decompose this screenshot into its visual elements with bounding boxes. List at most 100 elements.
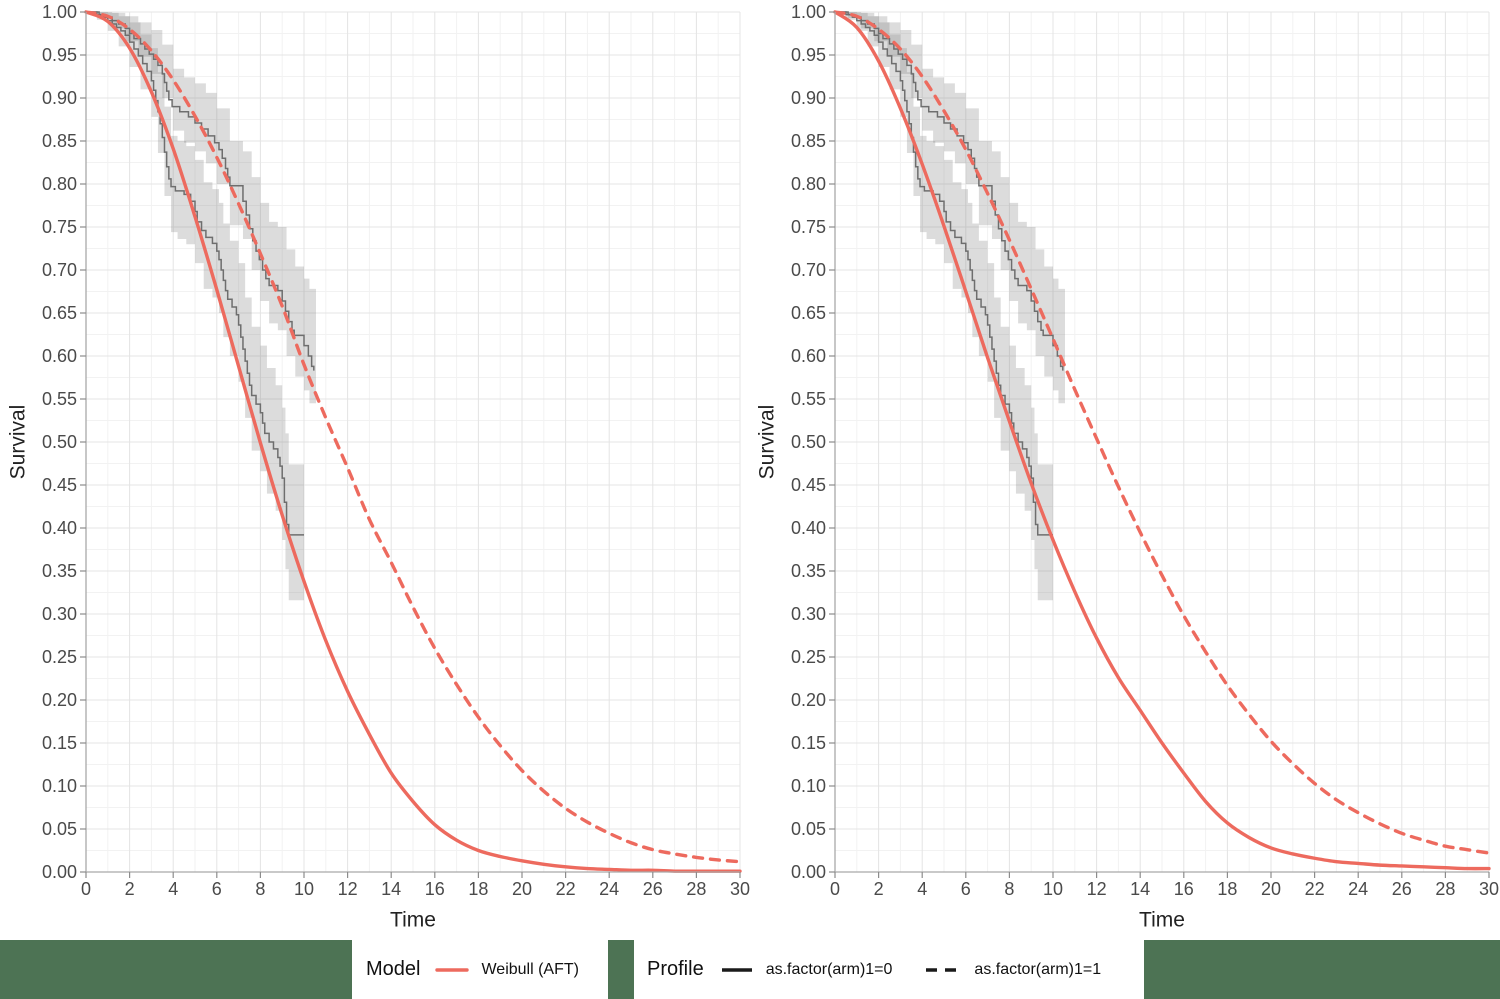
y-tick-label: 0.35 <box>791 561 826 581</box>
km-curve-arm1 <box>86 11 315 371</box>
y-tick-label: 0.10 <box>42 776 77 796</box>
y-tick-label: 0.90 <box>42 88 77 108</box>
y-tick-label: 1.00 <box>791 2 826 22</box>
model-curve-solid <box>84 10 742 873</box>
survival-plot-svg: 0 2 4 6 8 10 12 14 16 18 20 22 24 26 28 300.000.050.100… <box>7 2 1500 932</box>
y-tick-label: 0.85 <box>42 131 77 151</box>
x-tick-label: 26 <box>643 879 663 899</box>
x-tick-label: 26 <box>1392 879 1412 899</box>
x-tick-label: 28 <box>1435 879 1455 899</box>
y-tick-label: 0.35 <box>42 561 77 581</box>
x-tick-label: 12 <box>338 879 358 899</box>
legend-key-weibull-line-icon <box>435 967 470 972</box>
km-curve-arm0 <box>835 11 1053 536</box>
x-tick-label: 30 <box>1479 879 1499 899</box>
x-tick-label: 28 <box>686 879 706 899</box>
y-tick-label: 0.00 <box>42 862 77 882</box>
y-tick-label: 0.50 <box>791 432 826 452</box>
x-tick-label: 18 <box>1217 879 1237 899</box>
y-tick-label: 0.10 <box>791 776 826 796</box>
x-tick-label: 4 <box>168 879 178 899</box>
model-curve-dashed <box>833 10 1491 855</box>
x-axis-title: Time <box>390 909 436 932</box>
x-tick-label: 6 <box>212 879 222 899</box>
legend-profile-item0-label: as.factor(arm)1=0 <box>765 960 893 978</box>
y-axis-title: Survival <box>756 405 779 480</box>
y-tick-label: 0.30 <box>42 604 77 624</box>
legend-model-item-label: Weibull (AFT) <box>481 960 579 978</box>
legend-profile-title: Profile <box>647 958 704 980</box>
y-tick-label: 0.75 <box>42 217 77 237</box>
y-tick-label: 0.25 <box>791 647 826 667</box>
legend-model-title: Model <box>366 958 421 980</box>
y-tick-label: 0.20 <box>42 690 77 710</box>
legend-profile-item1-label: as.factor(arm)1=1 <box>974 960 1102 978</box>
legend-key-solid-line-icon <box>721 967 752 972</box>
y-tick-label: 0.45 <box>791 475 826 495</box>
y-tick-label: 0.50 <box>42 432 77 452</box>
x-tick-label: 24 <box>599 879 619 899</box>
y-tick-label: 0.75 <box>791 217 826 237</box>
y-tick-label: 0.65 <box>791 303 826 323</box>
y-tick-label: 0.20 <box>791 690 826 710</box>
x-tick-label: 2 <box>125 879 135 899</box>
y-tick-label: 0.55 <box>791 389 826 409</box>
x-tick-label: 22 <box>556 879 576 899</box>
y-tick-label: 0.80 <box>791 174 826 194</box>
y-tick-label: 0.15 <box>791 733 826 753</box>
y-tick-label: 0.05 <box>791 819 826 839</box>
y-tick-label: 0.85 <box>791 131 826 151</box>
x-tick-label: 12 <box>1087 879 1107 899</box>
model-curve-solid <box>833 10 1491 871</box>
x-tick-label: 14 <box>381 879 401 899</box>
legend-profile-box: Profile as.factor(arm)1=0 as.factor(arm)… <box>634 940 1144 999</box>
x-tick-label: 30 <box>730 879 750 899</box>
legend-model-box: Model Weibull (AFT) <box>352 940 608 999</box>
y-tick-label: 0.95 <box>42 45 77 65</box>
x-tick-label: 16 <box>425 879 445 899</box>
y-tick-label: 0.40 <box>42 518 77 538</box>
y-tick-label: 0.60 <box>42 346 77 366</box>
y-tick-label: 0.65 <box>42 303 77 323</box>
x-tick-label: 16 <box>1174 879 1194 899</box>
x-tick-label: 18 <box>468 879 488 899</box>
km-confidence-band-arm1 <box>835 12 1065 417</box>
km-confidence-band-arm1 <box>86 12 316 417</box>
x-axis-title: Time <box>1139 909 1185 932</box>
legend-key-dashed-line-icon <box>926 967 958 972</box>
y-tick-label: 0.70 <box>42 260 77 280</box>
y-axis-title: Survival <box>7 405 30 480</box>
x-tick-label: 14 <box>1130 879 1150 899</box>
km-curve-arm1 <box>835 11 1064 371</box>
x-tick-label: 4 <box>917 879 927 899</box>
x-tick-label: 0 <box>81 879 91 899</box>
y-tick-label: 1.00 <box>42 2 77 22</box>
model-curve-dashed <box>84 10 742 864</box>
y-tick-label: 0.95 <box>791 45 826 65</box>
y-tick-label: 0.25 <box>42 647 77 667</box>
x-tick-label: 2 <box>874 879 884 899</box>
x-tick-label: 8 <box>1004 879 1014 899</box>
x-tick-label: 20 <box>1261 879 1281 899</box>
y-tick-label: 0.45 <box>42 475 77 495</box>
y-tick-label: 0.05 <box>42 819 77 839</box>
y-tick-label: 0.15 <box>42 733 77 753</box>
y-tick-label: 0.80 <box>42 174 77 194</box>
y-tick-label: 0.70 <box>791 260 826 280</box>
y-tick-label: 0.55 <box>42 389 77 409</box>
y-tick-label: 0.30 <box>791 604 826 624</box>
x-tick-label: 0 <box>830 879 840 899</box>
x-tick-label: 6 <box>961 879 971 899</box>
x-tick-label: 20 <box>512 879 532 899</box>
legend-footer: Model Weibull (AFT) Profile as.factor(ar… <box>0 940 1500 999</box>
km-curve-arm0 <box>86 11 304 536</box>
y-tick-label: 0.00 <box>791 862 826 882</box>
y-tick-label: 0.90 <box>791 88 826 108</box>
x-tick-label: 10 <box>294 879 314 899</box>
y-tick-label: 0.40 <box>791 518 826 538</box>
x-tick-label: 22 <box>1305 879 1325 899</box>
x-tick-label: 8 <box>255 879 265 899</box>
x-tick-label: 10 <box>1043 879 1063 899</box>
x-tick-label: 24 <box>1348 879 1368 899</box>
